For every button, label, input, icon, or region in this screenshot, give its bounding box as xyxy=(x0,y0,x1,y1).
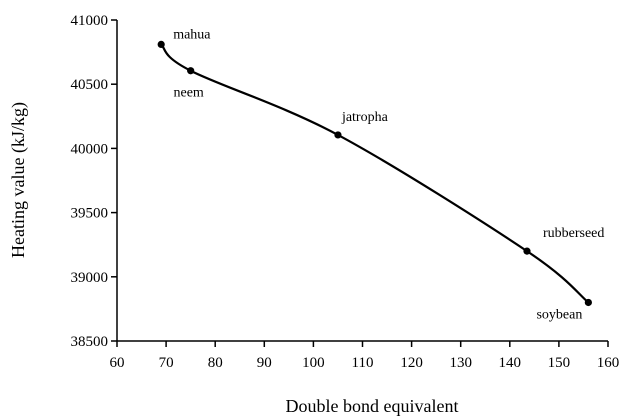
point-label-rubberseed: rubberseed xyxy=(543,226,604,241)
x-tick-label-150: 150 xyxy=(548,355,571,371)
y-tick-label-39500: 39500 xyxy=(71,206,109,222)
series-line xyxy=(160,43,590,304)
y-axis-title: Heating value (kJ/kg) xyxy=(8,102,29,258)
x-tick-label-130: 130 xyxy=(449,355,472,371)
y-tick-label-38500: 38500 xyxy=(71,334,109,350)
point-label-jatropha: jatropha xyxy=(341,110,389,125)
x-tick-label-160: 160 xyxy=(597,355,620,371)
point-jatropha xyxy=(334,131,342,139)
y-tick-label-40000: 40000 xyxy=(71,141,109,157)
y-tick-label-41000: 41000 xyxy=(71,13,109,29)
x-tick-label-80: 80 xyxy=(208,355,223,371)
point-mahua xyxy=(157,40,165,48)
point-neem xyxy=(187,67,195,75)
x-tick-label-60: 60 xyxy=(110,355,125,371)
x-tick-label-70: 70 xyxy=(159,355,174,371)
point-label-soybean: soybean xyxy=(536,307,582,322)
point-rubberseed xyxy=(523,247,531,255)
x-tick-label-100: 100 xyxy=(302,355,325,371)
x-tick-label-140: 140 xyxy=(499,355,522,371)
y-tick-label-39000: 39000 xyxy=(71,270,109,286)
point-label-mahua: mahua xyxy=(173,27,211,42)
point-label-neem: neem xyxy=(173,86,203,101)
x-tick-label-120: 120 xyxy=(400,355,423,371)
point-soybean xyxy=(584,298,592,307)
x-tick-label-90: 90 xyxy=(257,355,272,371)
x-tick-label-110: 110 xyxy=(352,355,374,371)
y-tick-label-40500: 40500 xyxy=(71,77,109,93)
x-axis-title: Double bond equivalent xyxy=(286,396,459,416)
